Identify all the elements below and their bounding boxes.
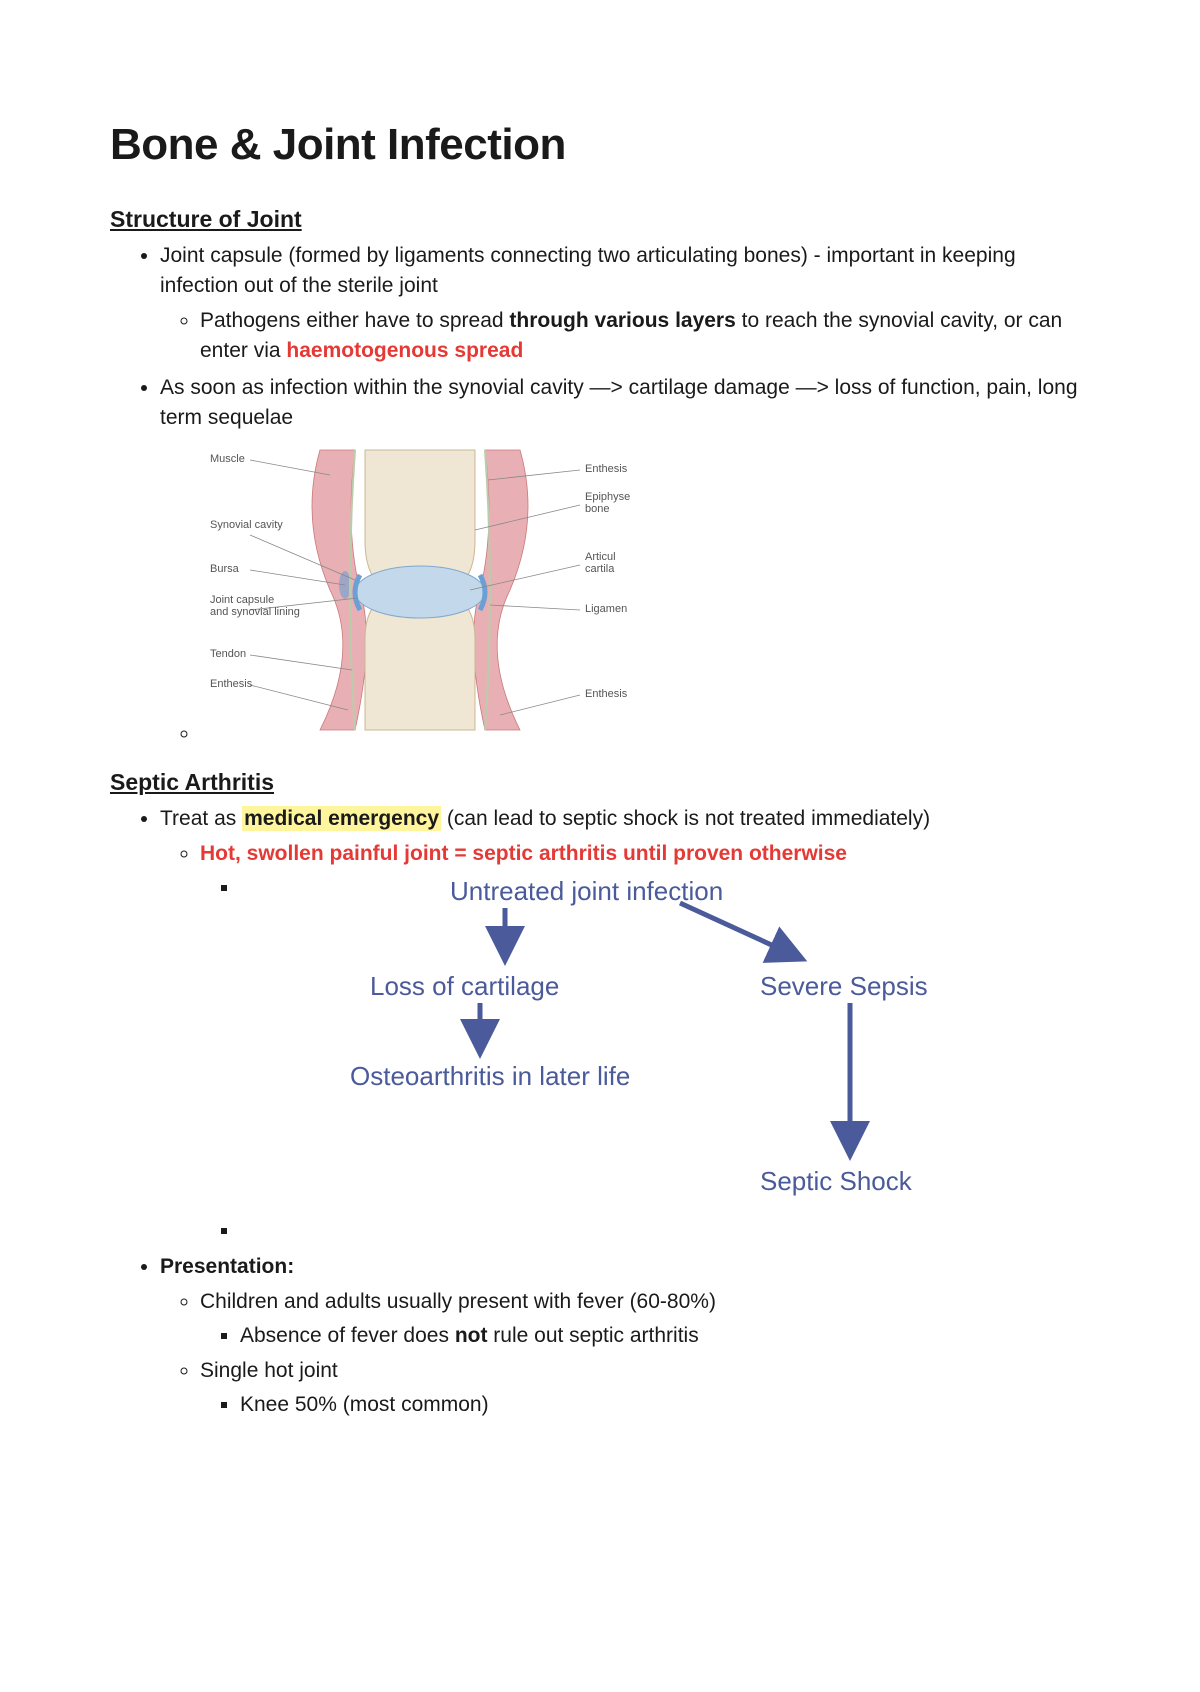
bold-text: Presentation: [160,1255,294,1278]
septic-list: Treat as medical emergency (can lead to … [110,804,1090,1421]
label-enthesis-l: Enthesis [210,678,253,690]
red-bold-text: Hot, swollen painful joint = septic arth… [200,842,847,865]
bullet: Knee 50% (most common) [240,1390,1090,1420]
label-enthesis-r2: Enthesis [585,688,628,700]
red-bold-text: haemotogenous spread [286,339,523,362]
sub-list: Children and adults usually present with… [160,1287,1090,1421]
bullet: Hot, swollen painful joint = septic arth… [200,839,1090,1247]
flowchart-bullet: Untreated joint infection Loss of cartil… [240,873,1090,1213]
label-ligament: Ligamen [585,603,627,615]
section-septic-heading: Septic Arthritis [110,769,1090,796]
text: rule out septic arthritis [487,1324,698,1347]
sub-list: Muscle Synovial cavity Bursa Joint capsu… [160,440,1090,749]
label-enthesis-r1: Enthesis [585,463,628,475]
bullet: Joint capsule (formed by ligaments conne… [160,241,1090,367]
label-articul: Articulcartila [585,551,616,575]
text: Treat as [160,807,242,830]
label-bursa: Bursa [210,563,240,575]
page-title: Bone & Joint Infection [110,120,1090,170]
text: Joint capsule (formed by ligaments conne… [160,244,1016,297]
text: (can lead to septic shock is not treated… [441,807,930,830]
cartilage [355,566,485,618]
sub-list: Pathogens either have to spread through … [160,306,1090,367]
flow-arrows [330,873,1050,1213]
label-synovial: Synovial cavity [210,519,283,531]
bold-text: not [455,1324,488,1347]
sub-sub-list: Absence of fever does not rule out septi… [200,1321,1090,1351]
bullet: Children and adults usually present with… [200,1287,1090,1352]
label-muscle: Muscle [210,453,245,465]
bullet: Absence of fever does not rule out septi… [240,1321,1090,1351]
section-structure-heading: Structure of Joint [110,206,1090,233]
empty-bullet [240,1216,1090,1246]
bullet: Presentation: Children and adults usuall… [160,1252,1090,1420]
bullet: Treat as medical emergency (can lead to … [160,804,1090,1246]
structure-list: Joint capsule (formed by ligaments conne… [110,241,1090,749]
arrow [680,903,800,958]
bold-text: through various layers [509,309,735,332]
text: Pathogens either have to spread [200,309,509,332]
empty [240,1219,246,1242]
label-epiphyse: Epiphysebone [585,491,630,515]
bullet: As soon as infection within the synovial… [160,373,1090,749]
sub-sub-list: Knee 50% (most common) [200,1390,1090,1420]
bullet: Single hot joint Knee 50% (most common) [200,1356,1090,1421]
sub-sub-list: Untreated joint infection Loss of cartil… [200,873,1090,1246]
bullet: Pathogens either have to spread through … [200,306,1090,367]
label-capsule: Joint capsuleand synovial lining [210,594,300,618]
text: As soon as infection within the synovial… [160,376,1078,429]
sub-list: Hot, swollen painful joint = septic arth… [160,839,1090,1247]
joint-diagram-svg: Muscle Synovial cavity Bursa Joint capsu… [200,440,640,740]
label-tendon: Tendon [210,648,246,660]
document-page: Bone & Joint Infection Structure of Join… [0,0,1200,1692]
flowchart: Untreated joint infection Loss of cartil… [330,873,1050,1213]
highlight-text: medical emergency [242,806,441,831]
diagram-bullet: Muscle Synovial cavity Bursa Joint capsu… [200,440,1090,749]
text: Absence of fever does [240,1324,455,1347]
text: Single hot joint [200,1359,338,1382]
text: Children and adults usually present with… [200,1290,716,1313]
joint-diagram: Muscle Synovial cavity Bursa Joint capsu… [200,440,1090,749]
text: Knee 50% (most common) [240,1393,489,1416]
